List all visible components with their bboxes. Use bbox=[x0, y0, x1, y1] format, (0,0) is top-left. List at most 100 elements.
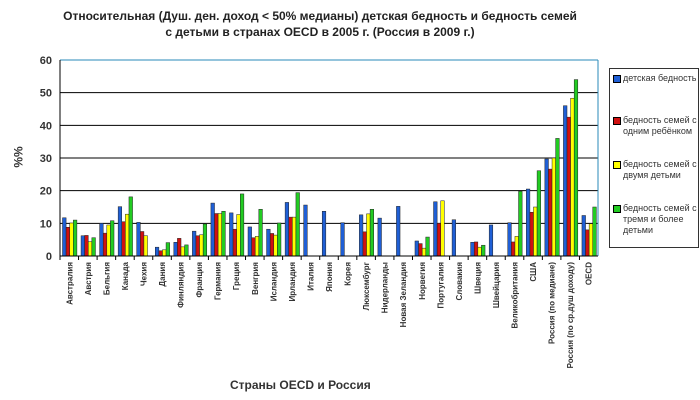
bar bbox=[570, 97, 575, 257]
bar bbox=[551, 157, 556, 257]
x-tick-label: Италия bbox=[306, 262, 315, 291]
bar bbox=[155, 246, 160, 257]
bar bbox=[563, 105, 568, 257]
legend-item: бедность семей с тремя и более детьми bbox=[613, 203, 697, 236]
legend-item: детская бедность bbox=[613, 73, 697, 84]
bar bbox=[65, 227, 70, 257]
bar bbox=[592, 206, 597, 257]
bar bbox=[433, 201, 438, 257]
bar bbox=[117, 206, 123, 257]
x-tick-label: США bbox=[529, 262, 538, 282]
x-tick-label: OECD bbox=[585, 262, 594, 285]
bar bbox=[477, 246, 482, 257]
bar bbox=[173, 242, 178, 257]
bar bbox=[177, 238, 182, 257]
bar bbox=[488, 224, 494, 257]
x-tick-label: Ирландия bbox=[288, 262, 297, 302]
x-tick-label: Венгрия bbox=[251, 262, 260, 295]
bar bbox=[128, 196, 133, 257]
bar bbox=[295, 192, 300, 257]
bar bbox=[266, 228, 271, 257]
bar bbox=[359, 214, 364, 257]
bar bbox=[221, 210, 226, 257]
chart-title: Относительная (Душ. ден. доход < 50% мед… bbox=[63, 9, 577, 39]
bar bbox=[91, 237, 96, 257]
bar bbox=[202, 223, 208, 257]
y-tick-label: 60 bbox=[40, 55, 52, 67]
bar bbox=[585, 229, 590, 257]
legend-label: детская бедность bbox=[623, 73, 697, 83]
bar bbox=[514, 236, 519, 257]
bar bbox=[340, 222, 345, 257]
legend-item: бедность семей с одним ребёнком bbox=[613, 115, 697, 137]
y-tick-label: 30 bbox=[40, 153, 52, 165]
bar bbox=[251, 237, 256, 257]
bar bbox=[140, 231, 145, 257]
bar bbox=[125, 213, 130, 257]
legend-swatch bbox=[613, 117, 621, 125]
y-tick-label: 10 bbox=[40, 218, 52, 230]
bar bbox=[288, 216, 293, 257]
bar bbox=[440, 200, 445, 257]
bar bbox=[284, 202, 289, 257]
bar bbox=[162, 249, 167, 257]
bar bbox=[110, 220, 115, 257]
legend-label: бедность семей с тремя и более детьми bbox=[623, 203, 697, 235]
bar bbox=[247, 226, 252, 257]
bar bbox=[258, 209, 263, 257]
legend: детская бедность бедность семей с одним р… bbox=[609, 68, 699, 248]
bar bbox=[507, 222, 512, 257]
bar bbox=[240, 193, 245, 257]
bar bbox=[473, 241, 479, 257]
bar bbox=[292, 216, 297, 257]
bar bbox=[511, 241, 516, 257]
bar bbox=[210, 202, 215, 257]
x-tick-label: Греция bbox=[232, 262, 241, 290]
bar bbox=[229, 212, 234, 257]
bar bbox=[269, 233, 275, 257]
bar bbox=[418, 243, 423, 257]
x-tick-label: Австрия bbox=[84, 262, 93, 296]
bar bbox=[99, 223, 104, 257]
bar bbox=[143, 235, 148, 257]
x-tick-label: Великобритания bbox=[511, 262, 520, 329]
bar bbox=[529, 211, 534, 257]
x-tick-label: Люксембург bbox=[362, 261, 371, 310]
bar bbox=[321, 210, 327, 257]
x-tick-label: Исландия bbox=[269, 262, 278, 302]
bar bbox=[414, 240, 419, 257]
y-tick-label: 0 bbox=[46, 251, 52, 263]
x-tick-label: Чехия bbox=[139, 262, 148, 286]
bar bbox=[80, 235, 85, 257]
x-tick-label: Португалия bbox=[436, 262, 445, 309]
bar bbox=[536, 170, 541, 257]
bar bbox=[254, 236, 260, 257]
y-tick-label: 20 bbox=[40, 186, 52, 198]
bar bbox=[192, 230, 197, 257]
x-tick-label: Швеция bbox=[473, 262, 482, 294]
bar bbox=[362, 231, 367, 257]
y-tick-label: 50 bbox=[40, 88, 52, 100]
bar bbox=[555, 138, 560, 257]
bar bbox=[214, 213, 219, 257]
x-tick-label: Дания bbox=[158, 262, 167, 287]
bar bbox=[165, 242, 170, 257]
x-tick-label: Австралия bbox=[65, 262, 74, 305]
bar bbox=[102, 232, 108, 257]
x-tick-label: Новая Зеландия bbox=[399, 262, 408, 328]
bar bbox=[377, 217, 382, 257]
bar bbox=[526, 188, 531, 257]
bar bbox=[62, 217, 67, 257]
bar bbox=[303, 204, 308, 257]
bar bbox=[277, 222, 282, 257]
x-axis-title: Страны OECD и Россия bbox=[230, 378, 371, 392]
bar bbox=[88, 241, 93, 257]
bar bbox=[232, 228, 237, 257]
bar bbox=[199, 234, 204, 257]
x-tick-label: Франция bbox=[195, 262, 204, 298]
x-tick-label: Россия (по ср.душ доходу) bbox=[566, 262, 575, 369]
x-tick-label: Германия bbox=[214, 262, 223, 300]
legend-swatch bbox=[613, 205, 621, 213]
x-tick-label: Россия (по медиане) bbox=[548, 262, 557, 344]
bar bbox=[236, 214, 241, 257]
